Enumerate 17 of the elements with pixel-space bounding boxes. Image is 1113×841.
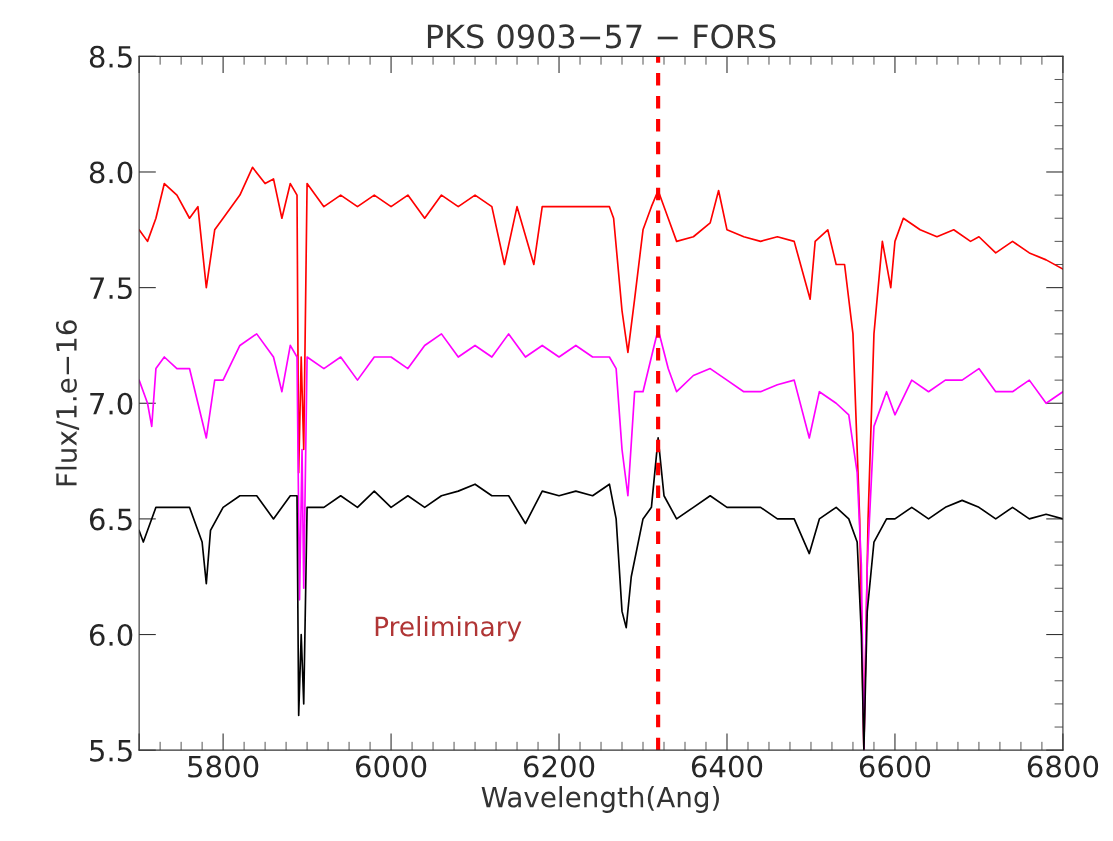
x-tick-label: 5800 [188, 755, 259, 778]
x-tick-label: 6400 [691, 755, 763, 778]
x-tick-label: 6000 [355, 755, 427, 778]
y-tick-label: 7.5 [90, 277, 132, 300]
y-tick-label: 7.0 [90, 392, 133, 415]
x-tick-label: 6600 [859, 755, 931, 778]
x-axis-title: Wavelength(Ang) [481, 786, 719, 813]
y-tick-label: 6.5 [89, 508, 132, 531]
x-tick-label: 6200 [523, 755, 595, 778]
y-tick-label: 8.0 [89, 161, 133, 184]
y-axis-title: Flux/1.e−16 [55, 320, 80, 486]
y-tick-label: 5.5 [90, 739, 132, 762]
y-tick-label: 6.0 [89, 623, 133, 647]
annotation: Preliminary [375, 615, 522, 642]
chart-title: PKS 0903−57 − FORS [427, 24, 776, 49]
y-tick-label: 8.5 [89, 45, 132, 68]
x-tick-label: 6800 [1027, 755, 1099, 778]
